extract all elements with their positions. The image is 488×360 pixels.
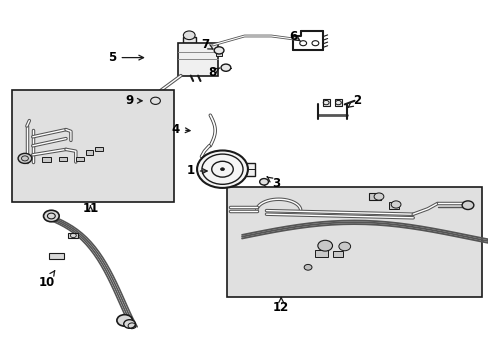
Circle shape (317, 240, 332, 251)
Text: 12: 12 (272, 298, 289, 314)
Text: 8: 8 (208, 66, 219, 78)
Text: 7: 7 (201, 39, 213, 51)
Circle shape (461, 201, 473, 210)
Circle shape (390, 201, 400, 208)
Bar (388, 202, 398, 209)
Bar (41, 157, 51, 162)
Text: 2: 2 (347, 94, 360, 108)
Bar (334, 99, 342, 106)
Bar (215, 53, 222, 56)
Bar (76, 157, 83, 161)
Bar (12, 90, 173, 202)
Circle shape (304, 264, 311, 270)
Circle shape (43, 210, 59, 222)
Text: 10: 10 (38, 271, 55, 289)
Circle shape (373, 193, 383, 200)
Bar (368, 193, 381, 200)
Bar (322, 99, 329, 106)
Circle shape (18, 153, 32, 163)
Text: 6: 6 (289, 30, 300, 42)
Bar (85, 150, 93, 155)
Bar (68, 233, 78, 238)
Bar (315, 250, 327, 256)
Bar (59, 157, 67, 161)
Circle shape (123, 320, 135, 328)
Bar (332, 251, 343, 257)
Bar (49, 253, 63, 259)
Bar (183, 37, 195, 43)
Bar (148, 98, 162, 104)
Circle shape (259, 179, 268, 185)
Bar (241, 163, 254, 176)
Circle shape (214, 47, 224, 54)
Circle shape (338, 242, 350, 251)
Circle shape (197, 150, 247, 188)
Text: 11: 11 (82, 202, 99, 215)
Text: 9: 9 (125, 94, 142, 107)
Bar (178, 43, 217, 76)
Text: 5: 5 (108, 51, 143, 64)
Bar (227, 187, 481, 297)
Bar (95, 147, 103, 151)
Text: 1: 1 (186, 165, 207, 177)
Circle shape (117, 315, 132, 326)
Circle shape (183, 31, 195, 40)
Text: 4: 4 (172, 123, 190, 136)
Circle shape (220, 168, 224, 171)
Circle shape (221, 64, 230, 71)
Text: 3: 3 (266, 177, 280, 190)
